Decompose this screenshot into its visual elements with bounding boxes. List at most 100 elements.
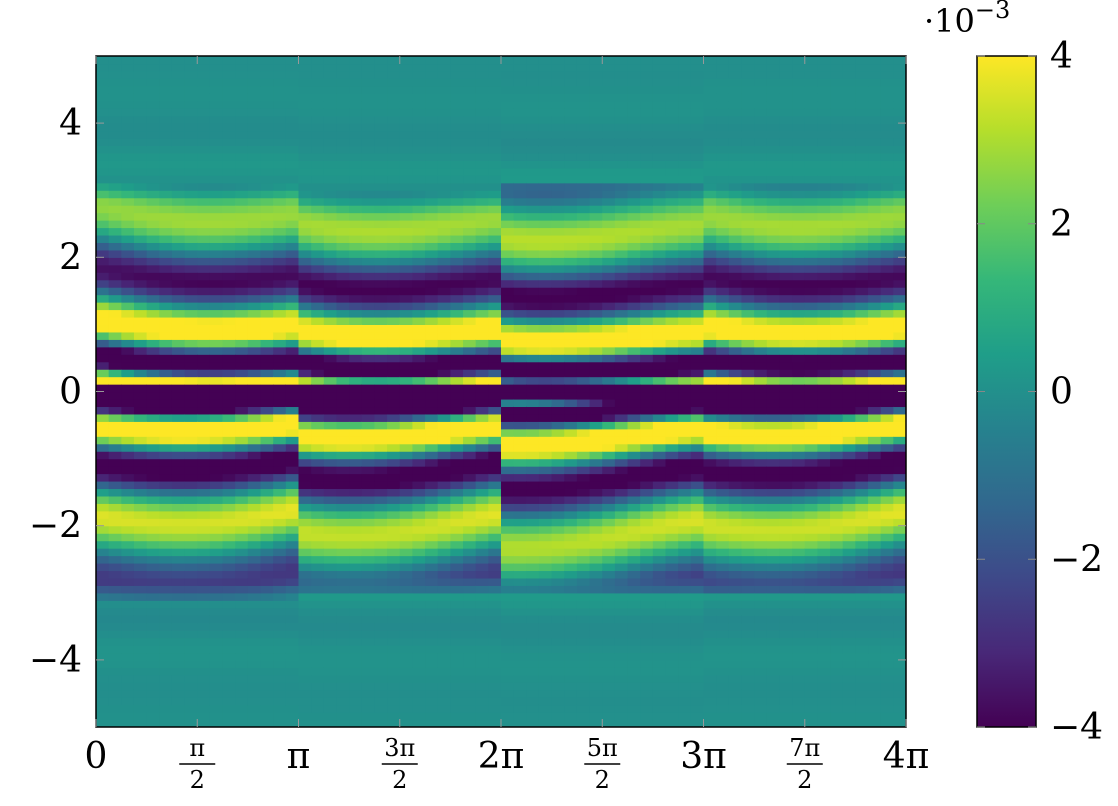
heatmap-cell (576, 212, 591, 221)
heatmap-cell (298, 85, 312, 94)
heatmap-cell (184, 152, 198, 161)
heatmap-cell (159, 607, 173, 616)
heatmap-cell (108, 652, 122, 661)
heatmap-cell (627, 197, 641, 206)
heatmap-cell (260, 384, 274, 393)
heatmap-cell (652, 384, 667, 393)
heatmap-cell (792, 503, 806, 512)
heatmap-cell (602, 443, 616, 452)
heatmap-cell (273, 585, 287, 594)
heatmap-cell (678, 488, 692, 497)
heatmap-cell (323, 242, 338, 251)
heatmap-cell (792, 480, 806, 490)
heatmap-cell (222, 130, 236, 139)
heatmap-cell (450, 85, 464, 94)
heatmap-cell (741, 361, 755, 370)
heatmap-cell (728, 197, 743, 206)
heatmap-cell (640, 413, 654, 422)
heatmap-cell (121, 145, 135, 154)
heatmap-cell (437, 682, 451, 691)
heatmap-cell (209, 503, 224, 512)
heatmap-cell (526, 652, 540, 661)
heatmap-cell (690, 123, 705, 132)
heatmap-cell (399, 212, 414, 221)
heatmap-cell (222, 600, 236, 609)
heatmap-cell (703, 56, 717, 65)
heatmap-cell (728, 697, 743, 706)
heatmap-cell (678, 585, 692, 594)
heatmap-cell (323, 294, 338, 303)
heatmap-cell (488, 234, 502, 243)
heatmap-cell (652, 719, 667, 727)
heatmap-cell (235, 234, 249, 243)
heatmap-cell (678, 443, 692, 452)
heatmap-cell (564, 466, 578, 475)
heatmap-cell (260, 160, 274, 169)
heatmap-cell (538, 630, 553, 639)
heatmap-cell (728, 369, 743, 378)
heatmap-cell (349, 406, 363, 415)
heatmap-cell (235, 644, 249, 654)
heatmap-cell (374, 503, 388, 512)
heatmap-cell (235, 361, 249, 370)
heatmap-cell (792, 719, 806, 727)
heatmap-cell (121, 220, 135, 229)
heatmap-cell (184, 339, 198, 348)
heatmap-cell (602, 264, 616, 273)
heatmap-cell (640, 577, 654, 586)
heatmap-cell (425, 197, 439, 206)
heatmap-cell (463, 697, 477, 706)
heatmap-cell (285, 659, 300, 668)
heatmap-cell (311, 466, 325, 475)
heatmap-cell (298, 138, 312, 147)
heatmap-cell (298, 630, 312, 639)
heatmap-cell (108, 190, 122, 199)
heatmap-cell (159, 712, 173, 721)
heatmap-cell (741, 607, 755, 616)
heatmap-cell (285, 324, 300, 333)
heatmap-cell (665, 488, 679, 497)
heatmap-cell (564, 108, 578, 117)
heatmap-cell (361, 339, 376, 348)
heatmap-cell (652, 473, 667, 482)
heatmap-cell (513, 600, 527, 609)
heatmap-cell (488, 70, 502, 79)
heatmap-cell (640, 585, 654, 594)
heatmap-cell (361, 309, 376, 318)
heatmap-cell (260, 428, 274, 437)
heatmap-cell (96, 175, 110, 184)
heatmap-cell (792, 704, 806, 713)
heatmap-cell (298, 130, 312, 139)
heatmap-cell (247, 652, 262, 661)
heatmap-cell (298, 167, 312, 176)
heatmap-cell (551, 167, 565, 176)
heatmap-cell (501, 436, 515, 445)
heatmap-cell (209, 428, 224, 437)
heatmap-cell (766, 585, 781, 594)
heatmap-cell (171, 302, 186, 311)
heatmap-cell (412, 339, 426, 348)
heatmap-cell (336, 108, 350, 117)
heatmap-cell (501, 644, 515, 654)
heatmap-cell (171, 562, 186, 572)
heatmap-cell (501, 488, 515, 497)
heatmap-cell (640, 622, 654, 631)
heatmap-cell (273, 264, 287, 273)
heatmap-cell (209, 622, 224, 631)
heatmap-cell (222, 384, 236, 393)
heatmap-cell (627, 257, 641, 266)
heatmap-cell (171, 622, 186, 631)
heatmap-cell (640, 316, 654, 325)
heatmap-cell (374, 309, 388, 318)
heatmap-cell (450, 637, 464, 646)
heatmap-cell (336, 600, 350, 609)
heatmap-cell (349, 56, 363, 65)
heatmap-cell (260, 93, 274, 102)
heatmap-cell (475, 592, 489, 601)
heatmap-cell (678, 644, 692, 654)
heatmap-cell (614, 78, 629, 87)
heatmap-cell (336, 93, 350, 102)
heatmap-cell (285, 100, 300, 109)
heatmap-cell (538, 607, 553, 616)
heatmap-cell (538, 518, 553, 527)
